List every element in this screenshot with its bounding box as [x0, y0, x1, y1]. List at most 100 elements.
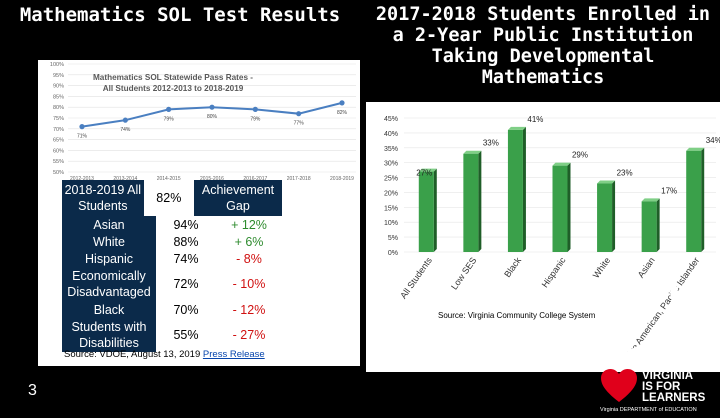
- row-gap: - 12%: [216, 301, 282, 318]
- achievement-table: 2018-2019 All Students 82% Achievement G…: [62, 180, 282, 352]
- bar: [507, 129, 523, 252]
- table-row: Asian 94% + 12%: [62, 216, 282, 233]
- table-row: Black 70% - 12%: [62, 301, 282, 318]
- y-tick-label: 5%: [388, 235, 398, 242]
- y-tick-label: 75%: [53, 116, 64, 122]
- x-tick-label: 2015-2016: [200, 176, 224, 182]
- row-value: 72%: [156, 267, 216, 301]
- bar-value-label: 29%: [572, 151, 588, 160]
- y-tick-label: 80%: [53, 105, 64, 111]
- row-value: 55%: [156, 318, 216, 352]
- x-tick-label: Low SES: [449, 255, 478, 291]
- y-tick-label: 85%: [53, 94, 64, 100]
- y-tick-label: 55%: [53, 159, 64, 165]
- y-tick-label: 15%: [384, 205, 398, 212]
- row-label: Students with Disabilities: [62, 318, 156, 352]
- right-title: 2017-2018 Students Enrolled in a 2-Year …: [375, 4, 711, 88]
- source-right: Source: Virginia Community College Syste…: [438, 311, 596, 320]
- row-gap: - 27%: [216, 318, 282, 352]
- x-tick-label: 2017-2018: [287, 176, 311, 182]
- bar-side: [567, 162, 571, 252]
- header-label: 2018-2019 All Students: [62, 180, 144, 216]
- y-tick-label: 100%: [50, 62, 64, 68]
- row-gap: + 6%: [216, 233, 282, 250]
- bar-top: [686, 147, 705, 151]
- bar: [597, 183, 613, 252]
- data-point: [339, 100, 345, 106]
- table-row: Economically Disadvantaged 72% - 10%: [62, 267, 282, 301]
- bar-side: [433, 168, 437, 252]
- table-row: Hispanic 74% - 8%: [62, 250, 282, 267]
- bar-side: [522, 126, 526, 252]
- virginia-learners-logo: VIRGINIA IS FOR LEARNERS: [642, 370, 706, 404]
- data-point: [166, 106, 172, 112]
- x-tick-label: White: [591, 255, 612, 280]
- y-tick-label: 40%: [384, 131, 398, 138]
- bar-value-label: 23%: [617, 169, 633, 178]
- data-point: [252, 106, 258, 112]
- x-tick-label: 2014-2015: [157, 176, 181, 182]
- line-chart: 50% 55% 60% 65% 70% 75% 80% 85% 90% 95% 100% 2012-2…: [50, 62, 356, 182]
- row-label: Hispanic: [62, 250, 156, 267]
- y-tick-label: 65%: [53, 138, 64, 144]
- logo-footer: Virginia DEPARTMENT of EDUCATION: [600, 407, 697, 413]
- x-tick-label: Black: [502, 255, 523, 279]
- y-tick-label: 25%: [384, 176, 398, 183]
- data-label: 74%: [120, 127, 131, 133]
- left-title: Mathematics SOL Test Results: [19, 4, 341, 26]
- row-value: 74%: [156, 250, 216, 267]
- table-header-row: 2018-2019 All Students 82% Achievement G…: [62, 180, 282, 216]
- y-tick-label: 70%: [53, 127, 64, 133]
- bar-side: [612, 180, 616, 252]
- bar-top: [552, 162, 571, 166]
- x-tick-label: Asian: [636, 255, 657, 279]
- y-tick-label: 35%: [384, 146, 398, 153]
- bar-top: [597, 180, 616, 184]
- virginia-map-icon: [605, 284, 718, 368]
- row-label: Economically Disadvantaged: [62, 267, 156, 301]
- y-tick-label: 95%: [53, 73, 64, 79]
- y-tick-label: 20%: [384, 190, 398, 197]
- bar-value-label: 34%: [706, 136, 720, 145]
- row-gap: - 8%: [216, 250, 282, 267]
- y-tick-label: 45%: [384, 116, 398, 123]
- data-point: [122, 117, 128, 123]
- right-panel: 0% 5% 10% 15% 20% 25% 30% 35% 40% 45% 27% All Stude…: [366, 102, 720, 372]
- logo-line-3: LEARNERS: [642, 392, 706, 404]
- x-tick-label: 2013-2014: [113, 176, 137, 182]
- data-point: [296, 111, 302, 117]
- header-value: 82%: [143, 180, 194, 216]
- logo-line-2: IS FOR: [642, 381, 681, 393]
- row-label: Asian: [62, 216, 156, 233]
- table-row: White 88% + 6%: [62, 233, 282, 250]
- row-label: Black: [62, 301, 156, 318]
- bar-side: [478, 150, 482, 252]
- bar: [463, 153, 479, 252]
- bar-value-label: 41%: [527, 115, 543, 124]
- data-point: [209, 104, 215, 110]
- bar-value-label: 33%: [483, 139, 499, 148]
- data-label: 82%: [337, 110, 348, 116]
- footer-band: [0, 372, 720, 418]
- y-tick-label: 30%: [384, 161, 398, 168]
- row-gap: + 12%: [216, 216, 282, 233]
- heart-icon: [601, 369, 637, 402]
- y-tick-label: 90%: [53, 84, 64, 90]
- bar-top: [418, 168, 437, 172]
- press-release-link[interactable]: Press Release: [202, 349, 265, 360]
- x-tick-label: 2018-2019: [330, 176, 354, 182]
- x-tick-label: Hispanic: [540, 255, 568, 289]
- bar-top: [463, 150, 482, 154]
- page-number: 3: [28, 382, 37, 399]
- header-gap: Achievement Gap: [193, 180, 282, 216]
- source-left-text: Source: VDOE, August 13, 2019: [64, 349, 203, 360]
- row-value: 70%: [156, 301, 216, 318]
- bar-top: [641, 198, 660, 202]
- bar-side: [656, 198, 660, 252]
- row-label: White: [62, 233, 156, 250]
- bar: [686, 150, 702, 252]
- source-left: Source: VDOE, August 13, 2019 Press Rele…: [64, 349, 265, 360]
- bar: [641, 201, 657, 252]
- y-tick-label: 50%: [53, 170, 64, 176]
- data-label: 71%: [77, 134, 88, 140]
